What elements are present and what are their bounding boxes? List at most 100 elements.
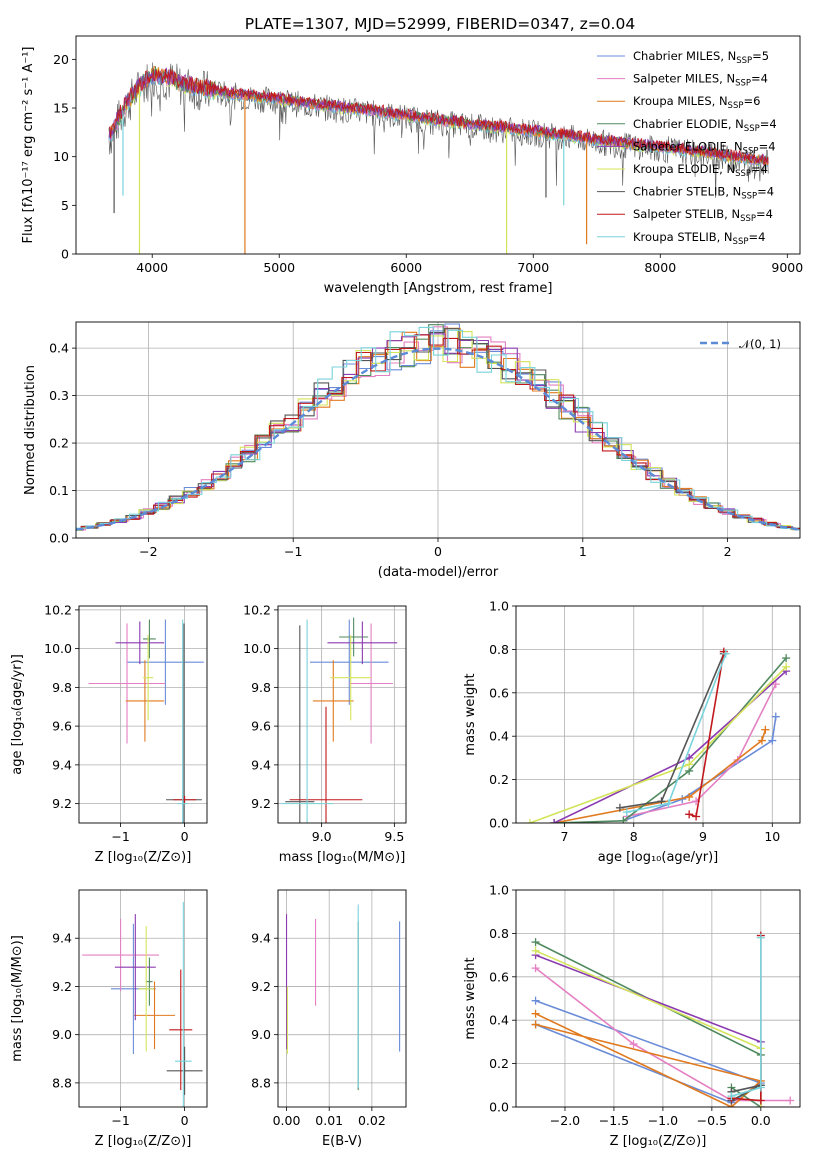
y-axis-label: mass weight xyxy=(463,957,478,1039)
x-axis-label: (data-model)/error xyxy=(378,565,499,580)
y-tick-label: 9.6 xyxy=(52,719,72,734)
axes-frame xyxy=(75,321,801,539)
legend-label: Kroupa ELODIE, NSSP=4 xyxy=(633,162,768,179)
panel-weight_vs_age: 7 8 9 10 0.0 0.2 0.4 0.6 0.8 1.0 age [log₁₀(age/yr… xyxy=(463,599,801,865)
panel-mass_vs_ebv: 0.00 0.01 0.02 8.8 9.0 9.2 9.4 E(B-V) xyxy=(251,889,407,1149)
x-tick-label: 0.00 xyxy=(273,1113,301,1128)
residual-histogram-6 xyxy=(76,328,800,531)
x-axis-label: wavelength [Angstrom, rest frame] xyxy=(324,281,553,296)
x-tick-label: −2.0 xyxy=(550,1113,580,1128)
x-tick-label: 0.02 xyxy=(358,1113,386,1128)
x-tick-label: 0.01 xyxy=(315,1113,343,1128)
x-tick-label: −1 xyxy=(111,1113,129,1128)
weight-marker xyxy=(531,938,540,947)
y-tick-label: 10.2 xyxy=(44,602,72,617)
weight-marker xyxy=(664,799,673,808)
y-tick-label: 0.3 xyxy=(49,388,69,403)
y-tick-label: 0 xyxy=(61,247,69,262)
weight-marker xyxy=(550,819,559,823)
y-tick-label: 0.6 xyxy=(489,969,509,984)
legend-label: Salpeter ELODIE, NSSP=4 xyxy=(633,139,776,156)
x-tick-label: 2 xyxy=(724,544,732,559)
legend-label: Kroupa MILES, NSSP=6 xyxy=(633,94,760,111)
x-tick-label: 0.0 xyxy=(751,1113,771,1128)
residual-histogram-8 xyxy=(76,326,800,531)
axes-frame xyxy=(277,605,407,824)
weight-marker xyxy=(531,996,540,1005)
y-tick-label: 9.2 xyxy=(251,979,271,994)
y-tick-label: 1.0 xyxy=(489,883,509,898)
x-axis-label: E(B-V) xyxy=(322,1134,362,1149)
x-axis-label: mass [log₁₀(M/M⊙)] xyxy=(279,850,406,865)
weight-marker xyxy=(657,797,666,806)
y-axis-label: Normed distribution xyxy=(23,365,38,495)
y-tick-label: 8.8 xyxy=(251,1075,271,1090)
weight-series-1 xyxy=(626,683,777,818)
weight-marker xyxy=(757,736,766,745)
y-tick-label: 10 xyxy=(53,149,69,164)
y-tick-label: 0.2 xyxy=(49,436,69,451)
x-tick-label: −1 xyxy=(284,544,302,559)
weight-marker xyxy=(782,654,791,663)
axes-frame xyxy=(515,889,801,1108)
weight-marker xyxy=(685,810,694,819)
legend-label: Salpeter STELIB, NSSP=4 xyxy=(633,207,773,224)
legend-label: Chabrier STELIB, NSSP=4 xyxy=(633,185,774,202)
weight-marker xyxy=(768,736,777,745)
y-tick-label: 0.6 xyxy=(489,685,509,700)
y-tick-label: 0.8 xyxy=(489,926,509,941)
y-tick-label: 0.0 xyxy=(489,1100,509,1115)
x-tick-label: −2 xyxy=(139,544,157,559)
x-tick-label: 0 xyxy=(181,1113,189,1128)
y-axis-label: mass weight xyxy=(463,673,478,755)
x-tick-label: −0.5 xyxy=(697,1113,727,1128)
y-tick-label: 9.2 xyxy=(52,979,72,994)
weight-marker xyxy=(692,812,701,821)
x-tick-label: 4000 xyxy=(136,260,168,275)
chart-layer: 4000 5000 6000 7000 8000 900005101520waveleng… xyxy=(10,35,803,1149)
y-axis-label: mass [log₁₀(M/M⊙)] xyxy=(10,935,25,1062)
y-tick-label: 10.0 xyxy=(44,641,72,656)
weight-marker xyxy=(531,1020,540,1029)
weight-marker xyxy=(771,712,780,721)
weight-marker xyxy=(727,1092,736,1101)
weight-marker xyxy=(531,946,540,955)
weight-marker xyxy=(756,933,765,942)
y-tick-label: 9.4 xyxy=(52,931,72,946)
x-axis-label: age [log₁₀(age/yr)] xyxy=(598,850,719,865)
legend-label: 𝒩(0, 1) xyxy=(739,337,781,351)
y-tick-label: 9.8 xyxy=(52,680,72,695)
weight-marker xyxy=(622,808,631,817)
x-tick-label: 8 xyxy=(630,829,638,844)
weight-marker xyxy=(629,1040,638,1049)
x-tick-label: 9 xyxy=(699,829,707,844)
x-tick-label: −1 xyxy=(111,829,129,844)
weight-marker xyxy=(531,964,540,973)
spectrum-legend: Chabrier MILES, NSSP=5 Salpeter MILES, NS… xyxy=(597,49,777,247)
weight-marker xyxy=(756,1083,765,1092)
y-tick-label: 1.0 xyxy=(489,599,509,614)
weight-marker xyxy=(771,680,780,689)
y-tick-label: 10.2 xyxy=(243,602,271,617)
plot-area-weight_vs_age xyxy=(525,647,791,823)
x-axis-label: Z [log₁₀(Z/Z⊙)] xyxy=(95,850,192,865)
plot-area-age_vs_Z xyxy=(88,619,204,823)
y-tick-label: 20 xyxy=(53,52,69,67)
x-tick-label: 0 xyxy=(181,829,189,844)
panel-weight_vs_Z: −2.0 −1.5 −1.0 −0.5 0.0 0.0 0.2 0.4 0.6 0.8 1.0 Z [… xyxy=(463,883,801,1149)
y-tick-label: 9.6 xyxy=(251,719,271,734)
weight-marker xyxy=(782,662,791,671)
plot-area-spectrum xyxy=(108,62,769,254)
y-tick-label: 0.0 xyxy=(489,816,509,831)
y-tick-label: 9.0 xyxy=(52,1027,72,1042)
x-tick-label: 9.5 xyxy=(384,829,404,844)
x-axis-label: Z [log₁₀(Z/Z⊙)] xyxy=(95,1134,192,1149)
weight-marker xyxy=(531,1009,540,1018)
y-tick-label: 0.0 xyxy=(49,531,69,546)
weight-marker xyxy=(619,816,628,823)
y-axis-label: Flux [fλ10⁻¹⁷ erg cm⁻² s⁻¹ A⁻¹] xyxy=(21,47,36,244)
x-tick-label: 0 xyxy=(434,544,442,559)
y-tick-label: 0.2 xyxy=(489,772,509,787)
